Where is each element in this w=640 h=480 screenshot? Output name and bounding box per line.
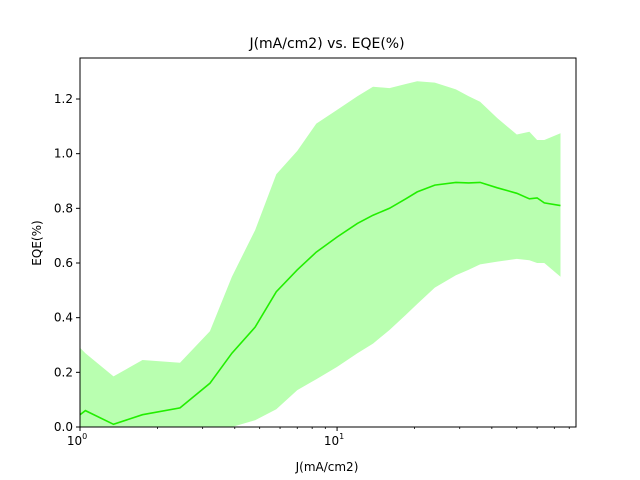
y-tick-label: 1.0 <box>54 147 73 161</box>
y-tick-label: 0.8 <box>54 201 73 215</box>
axis-ticks: 0.0 0.2 0.4 0.6 0.8 1.0 1.2 100 101 <box>54 92 570 448</box>
x-tick-label: 101 <box>324 432 344 448</box>
y-axis-title: EQE(%) <box>30 220 44 265</box>
mean-line <box>79 181 561 426</box>
x-axis-title: J(mA/cm2) <box>295 460 359 474</box>
y-tick-label: 0.6 <box>54 256 73 270</box>
x-tick-label: 100 <box>67 432 87 448</box>
y-tick-label: 1.2 <box>54 92 73 106</box>
plot-frame <box>79 57 577 428</box>
uncertainty-band <box>80 81 561 427</box>
y-tick-label: 0.4 <box>54 311 73 325</box>
chart-title: J(mA/cm2) vs. EQE(%) <box>248 36 404 52</box>
y-tick-label: 0.0 <box>54 420 73 434</box>
plot-area <box>79 81 561 427</box>
y-tick-label: 0.2 <box>54 365 73 379</box>
